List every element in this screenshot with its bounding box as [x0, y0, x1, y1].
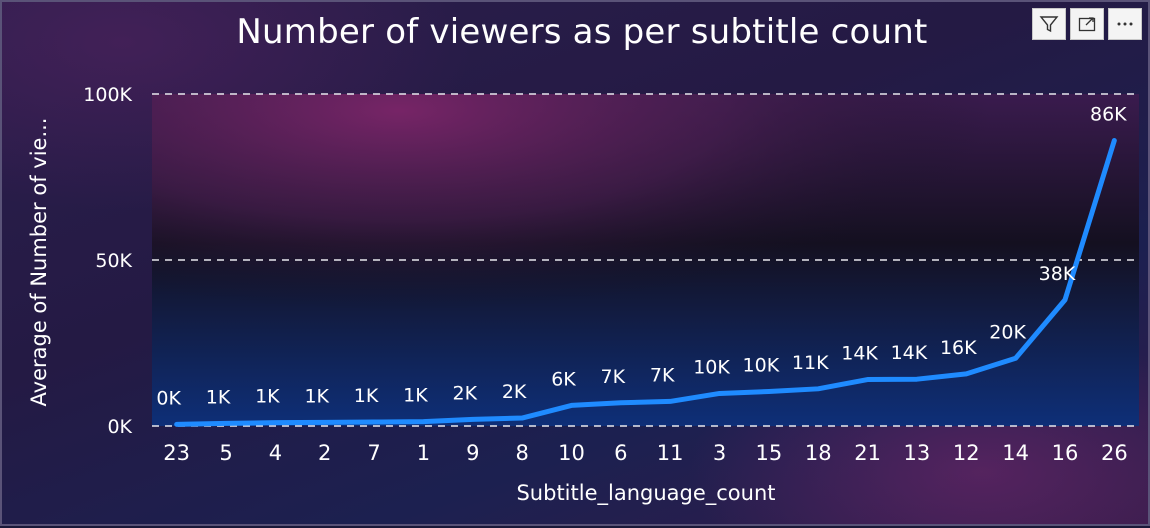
visual-header-toolbar — [1032, 8, 1142, 40]
focus-mode-button[interactable] — [1070, 8, 1104, 40]
data-label: 11K — [792, 352, 829, 374]
data-label: 1K — [403, 385, 428, 407]
x-tick-label: 5 — [219, 441, 232, 465]
y-tick-label: 0K — [107, 416, 132, 438]
x-tick-label: 6 — [614, 441, 627, 465]
data-label: 20K — [989, 321, 1026, 343]
data-label: 14K — [841, 343, 878, 365]
x-tick-label: 15 — [756, 441, 783, 465]
x-tick-label: 23 — [163, 441, 190, 465]
x-tick-label: 7 — [367, 441, 380, 465]
data-label: 1K — [354, 385, 379, 407]
y-axis-title: Average of Number of vie... — [27, 118, 51, 407]
data-label: 0K — [156, 387, 181, 409]
y-tick-label: 100K — [83, 84, 132, 106]
x-tick-label: 9 — [466, 441, 479, 465]
data-label: 1K — [304, 385, 329, 407]
x-tick-label: 26 — [1101, 441, 1128, 465]
data-labels: 0K 1K 1K 1K 1K 1K 2K 2K 6K 7K 7K 10K 10K 11K 14K 14K 16K… — [156, 103, 1127, 409]
data-label: 14K — [891, 342, 928, 364]
x-tick-label: 4 — [269, 441, 282, 465]
more-options-icon — [1115, 14, 1135, 34]
data-label: 2K — [452, 382, 477, 404]
x-axis-ticks: 23 5 4 2 7 1 9 8 10 6 11 3 15 18 21 13 12 14 16 26 — [163, 441, 1127, 465]
data-label: 1K — [255, 386, 280, 408]
data-label: 10K — [693, 356, 730, 378]
data-label: 86K — [1090, 103, 1127, 125]
y-tick-label: 50K — [95, 250, 132, 272]
x-tick-label: 3 — [713, 441, 726, 465]
data-label: 1K — [206, 386, 231, 408]
focus-mode-icon — [1077, 14, 1097, 34]
series-line-group — [174, 137, 1117, 427]
filter-button[interactable] — [1032, 8, 1066, 40]
data-label: 7K — [650, 364, 675, 386]
data-label: 16K — [940, 337, 977, 359]
x-tick-label: 10 — [558, 441, 585, 465]
x-axis-title: Subtitle_language_count — [516, 481, 775, 506]
data-label: 6K — [551, 368, 576, 390]
more-options-button[interactable] — [1108, 8, 1142, 40]
data-label: 7K — [601, 366, 626, 388]
filter-icon — [1039, 14, 1059, 34]
x-tick-label: 8 — [515, 441, 528, 465]
x-tick-label: 2 — [318, 441, 331, 465]
y-axis-ticks: 0K 50K 100K — [83, 84, 132, 438]
data-label: 10K — [743, 354, 780, 376]
x-tick-label: 12 — [953, 441, 980, 465]
x-tick-label: 16 — [1052, 441, 1079, 465]
x-tick-label: 1 — [417, 441, 430, 465]
data-label: 2K — [502, 381, 527, 403]
x-tick-label: 21 — [854, 441, 881, 465]
chart-title: Number of viewers as per subtitle count — [236, 12, 928, 52]
gridlines — [152, 93, 1139, 427]
x-tick-label: 14 — [1002, 441, 1029, 465]
x-tick-label: 13 — [904, 441, 931, 465]
data-label: 38K — [1039, 263, 1076, 285]
x-tick-label: 18 — [805, 441, 832, 465]
x-tick-label: 11 — [657, 441, 684, 465]
series-line[interactable] — [174, 137, 1117, 427]
